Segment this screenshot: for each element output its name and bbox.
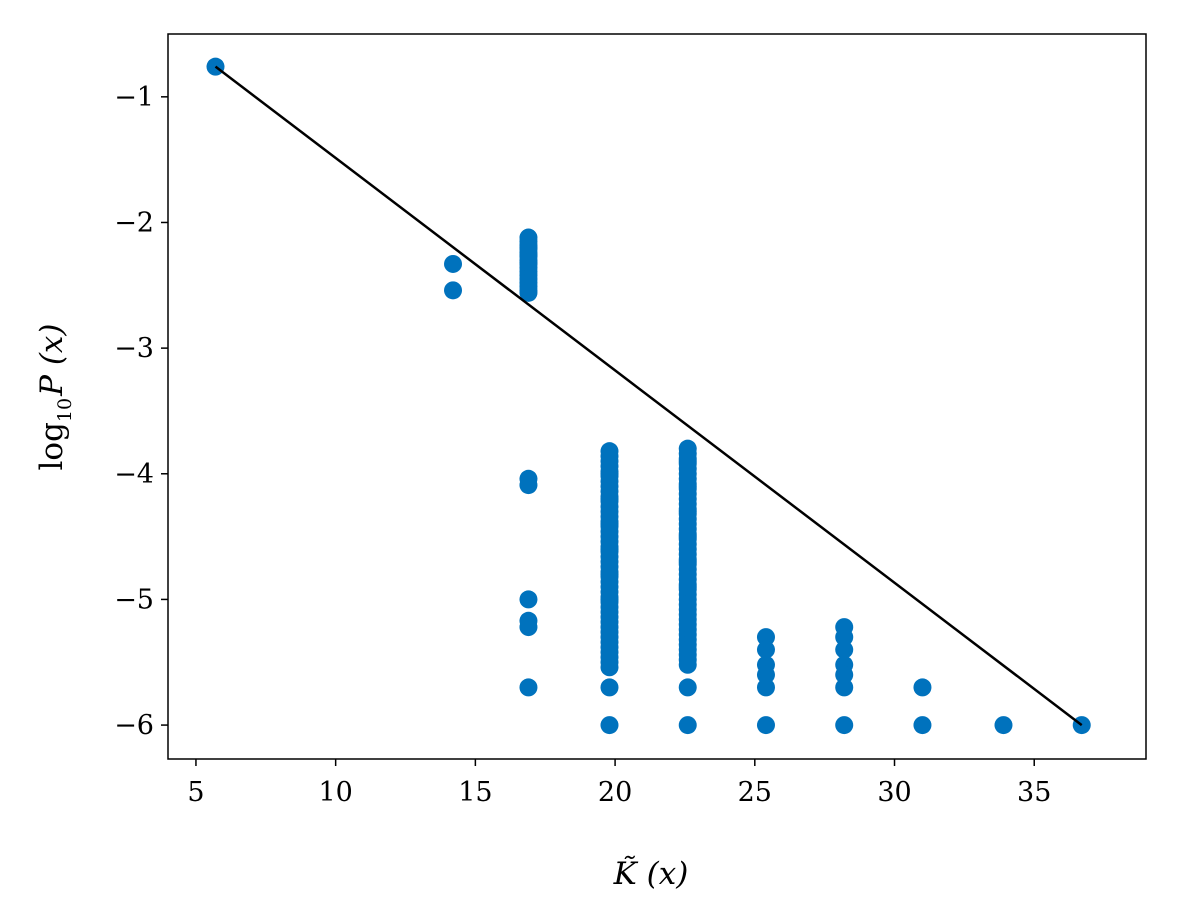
data-point (519, 678, 538, 697)
x-tick-label: 30 (877, 777, 911, 808)
y-axis-label-main: log (34, 422, 70, 470)
data-point (678, 452, 697, 471)
y-tick-label: −1 (114, 82, 154, 113)
x-tick-label: 15 (458, 777, 492, 808)
data-point (756, 665, 775, 684)
data-point (600, 565, 619, 584)
fit-line-layer (214, 65, 1083, 727)
data-point (600, 489, 619, 508)
data-point (756, 628, 775, 647)
data-point (678, 678, 697, 697)
data-point (600, 658, 619, 677)
data-point (600, 678, 619, 697)
data-point (678, 502, 697, 521)
data-point (600, 540, 619, 559)
data-point (600, 515, 619, 534)
data-point (519, 283, 538, 302)
data-point (444, 281, 463, 300)
fit-line (214, 65, 1083, 727)
data-point (835, 640, 854, 659)
x-tick-label: 10 (318, 777, 352, 808)
data-point (835, 716, 854, 735)
data-point (994, 716, 1013, 735)
data-point (678, 477, 697, 496)
data-point (519, 618, 538, 637)
data-point (678, 577, 697, 596)
data-point (600, 716, 619, 735)
data-point (835, 678, 854, 697)
ticks-layer: 5 10 15 20 25 30 35 −1 −2 −3 −4 −5 −6 (114, 82, 1051, 808)
data-point (678, 527, 697, 546)
data-point (600, 590, 619, 609)
data-point (678, 552, 697, 571)
data-point (913, 678, 932, 697)
x-tick-label: 20 (598, 777, 632, 808)
plot-frame (167, 33, 1147, 760)
x-tick-label: 25 (738, 777, 772, 808)
data-point (913, 716, 932, 735)
data-point (519, 590, 538, 609)
data-point (756, 716, 775, 735)
marks-layer (206, 57, 1091, 735)
data-point (444, 254, 463, 273)
data-point (835, 665, 854, 684)
x-tick-label: 35 (1017, 777, 1051, 808)
data-point (756, 640, 775, 659)
y-tick-label: −6 (114, 710, 154, 741)
y-axis-label-sub: 10 (54, 398, 76, 422)
y-tick-label: −3 (114, 333, 154, 364)
x-axis-label: K̃ (x) (613, 855, 689, 892)
data-point (678, 716, 697, 735)
data-point (756, 678, 775, 697)
y-tick-label: −2 (114, 207, 154, 238)
data-point (678, 655, 697, 674)
y-tick-label: −4 (114, 459, 154, 490)
data-point (600, 464, 619, 483)
data-point (519, 253, 538, 272)
y-tick-label: −5 (114, 584, 154, 615)
y-axis-label: log10P (x) (34, 323, 76, 470)
data-point (835, 628, 854, 647)
data-point (519, 476, 538, 495)
x-tick-label: 5 (187, 777, 204, 808)
y-axis-label-rest: P (x) (34, 323, 70, 396)
